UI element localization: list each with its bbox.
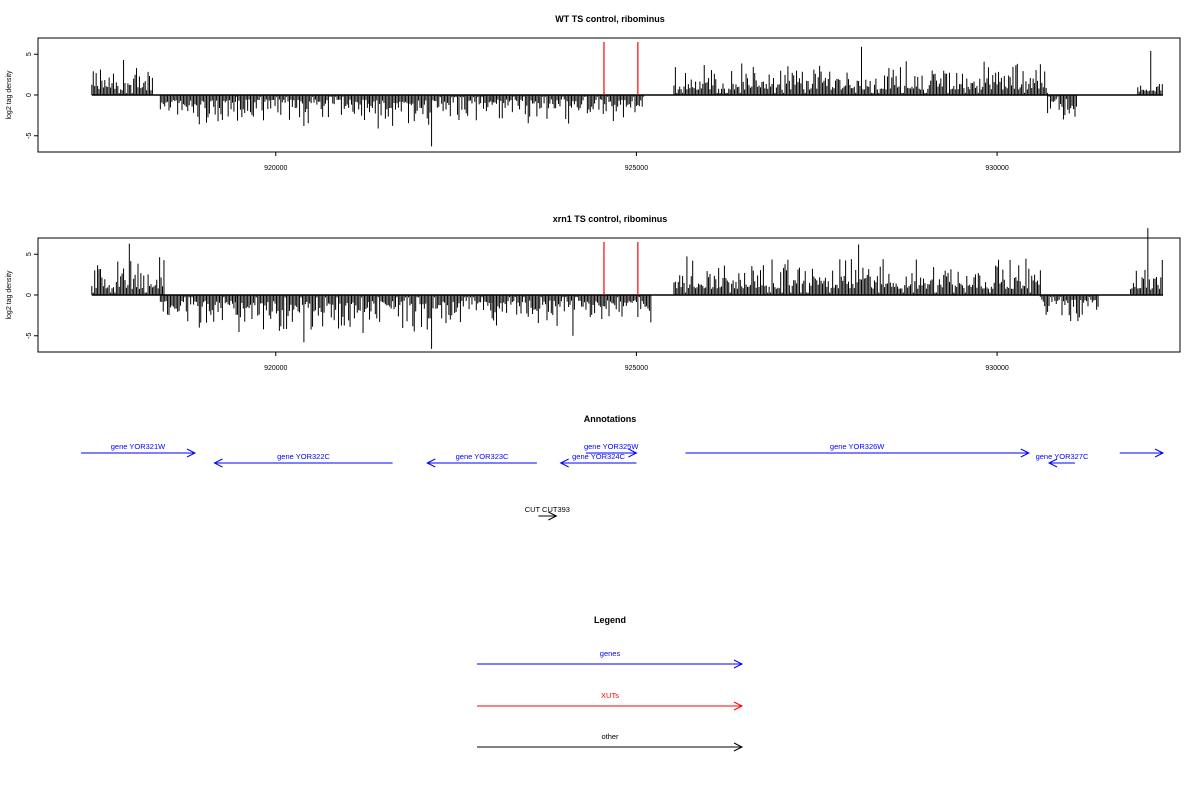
arrowhead-icon: [186, 448, 197, 458]
y-tick-label: 0: [26, 93, 33, 97]
x-tick-label: 930000: [985, 165, 1008, 172]
arrowhead-icon: [426, 458, 436, 468]
y-axis-label: log2 tag density: [6, 270, 13, 320]
feature-label: gene YOR324C: [572, 452, 625, 461]
feature-label: gene YOR326W: [830, 442, 885, 451]
arrowhead-icon: [733, 659, 744, 669]
y-tick-label: 5: [26, 52, 33, 56]
x-tick-label: 930000: [985, 365, 1008, 372]
arrowhead-icon: [1047, 458, 1058, 468]
arrowhead-icon: [1154, 448, 1165, 458]
feature-label: CUT CUT393: [525, 505, 570, 514]
feature-label: gene YOR327C: [1036, 452, 1089, 461]
x-tick-label: 925000: [625, 165, 648, 172]
feature-gene-yor321w: gene YOR321W: [81, 442, 197, 458]
y-tick-label: 5: [26, 252, 33, 256]
feature-unlabeled-gene: [1119, 448, 1165, 458]
legend-label: other: [601, 732, 619, 741]
legend-item-genes: genes: [477, 649, 744, 669]
feature-label: gene YOR321W: [111, 442, 166, 451]
legend-label: XUTs: [601, 691, 619, 700]
feature-gene-yor327c: gene YOR327C: [1036, 452, 1089, 468]
y-tick-label: -5: [26, 133, 33, 139]
density-bars: [91, 46, 1163, 147]
annotations-title: Annotations: [584, 414, 637, 424]
legend-item-other: other: [477, 732, 744, 752]
arrowhead-icon: [628, 448, 638, 458]
feature-label: gene YOR325W: [584, 442, 639, 451]
annotations-track: Annotations gene YOR321W gene YOR322C gene …: [81, 414, 1165, 521]
x-tick-label: 925000: [625, 365, 648, 372]
legend-item-xuts: XUTs: [477, 691, 744, 711]
feature-label: gene YOR323C: [456, 452, 509, 461]
feature-gene-yor324c: gene YOR324C: [559, 452, 637, 468]
track-panel-2: xrn1 TS control, ribominus log2 tag densi…: [6, 214, 1181, 372]
x-tick-label: 920000: [264, 365, 287, 372]
legend-label: genes: [600, 649, 621, 658]
feature-cut-cut393: CUT CUT393: [525, 505, 570, 521]
legend-title: Legend: [594, 615, 626, 625]
arrowhead-icon: [733, 742, 744, 752]
x-tick-label: 920000: [264, 165, 287, 172]
arrowhead-icon: [213, 458, 223, 468]
feature-gene-yor322c: gene YOR322C: [213, 452, 393, 468]
feature-gene-yor323c: gene YOR323C: [426, 452, 537, 468]
arrowhead-icon: [733, 701, 744, 711]
arrowhead-icon: [559, 458, 569, 468]
arrowhead-icon: [548, 511, 558, 521]
y-axis-label: log2 tag density: [6, 70, 13, 120]
feature-label: gene YOR322C: [277, 452, 330, 461]
arrowhead-icon: [1020, 448, 1030, 458]
panel-title: xrn1 TS control, ribominus: [553, 214, 668, 224]
feature-gene-yor326w: gene YOR326W: [685, 442, 1030, 458]
y-tick-label: 0: [26, 293, 33, 297]
panel-title: WT TS control, ribominus: [555, 14, 665, 24]
legend: Legend genes XUTs other: [477, 615, 744, 752]
y-tick-label: -5: [26, 333, 33, 339]
feature-gene-yor325w: gene YOR325W: [584, 442, 639, 458]
density-bars: [91, 228, 1163, 349]
track-panel-1: WT TS control, ribominus log2 tag density…: [6, 14, 1181, 172]
